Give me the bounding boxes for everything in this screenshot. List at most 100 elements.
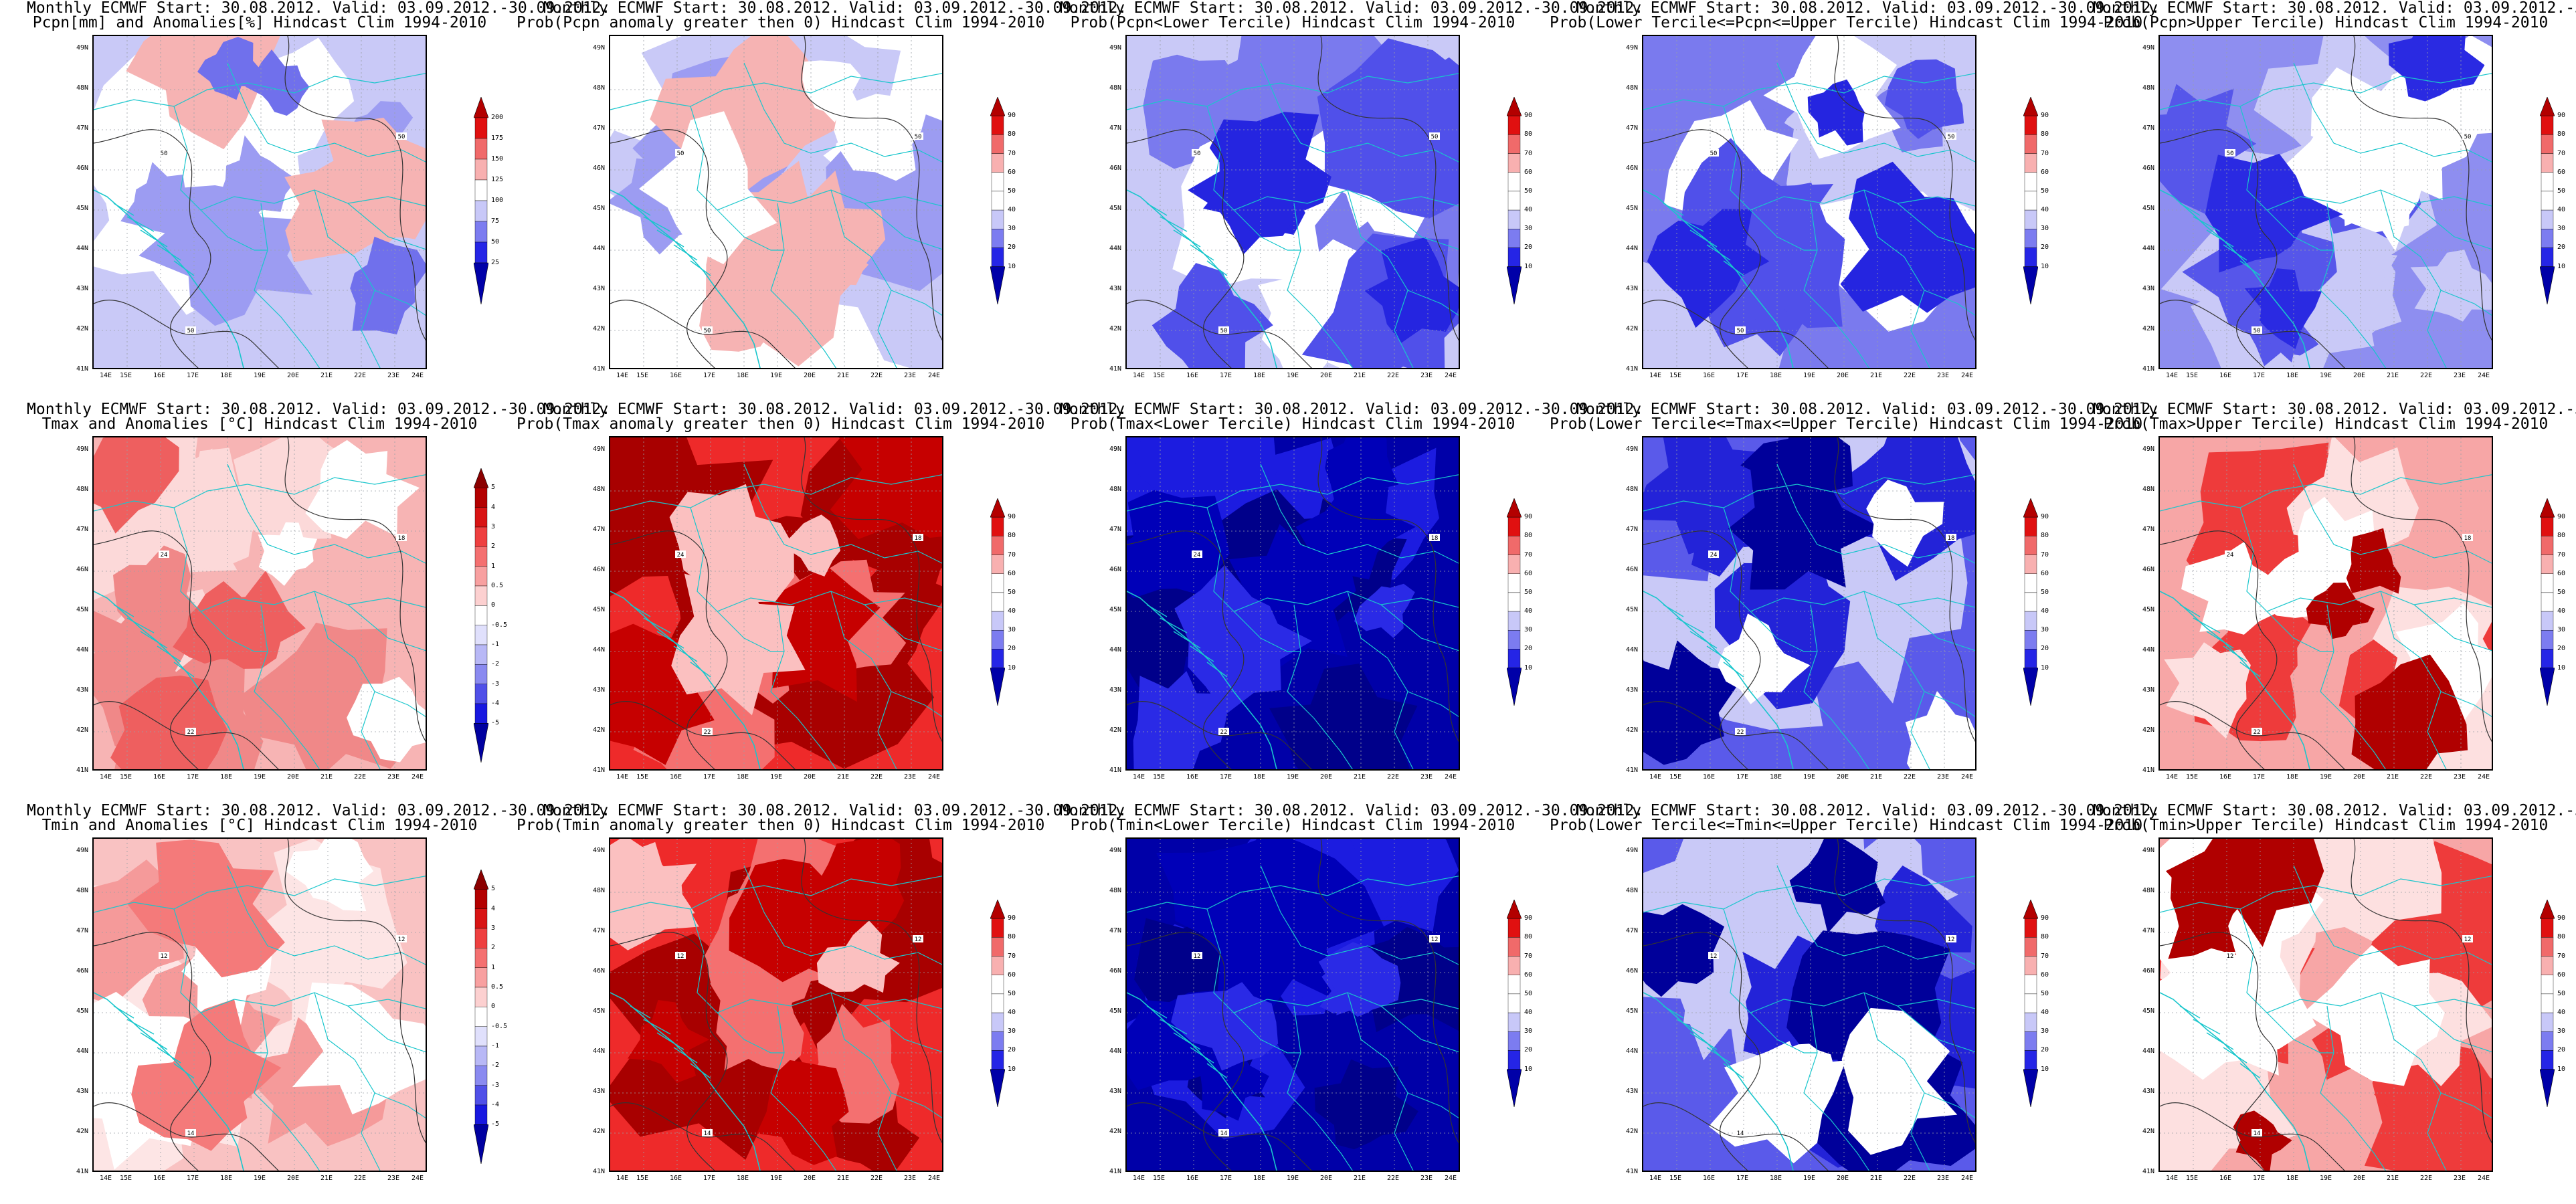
color-scale-label: 80 — [1008, 130, 1016, 138]
longitude-tick-label: 19E — [1803, 1175, 1816, 1182]
latitude-tick-label: 45N — [1109, 606, 1121, 613]
longitude-tick-label: 22E — [1904, 372, 1916, 379]
field-shading-region — [2351, 654, 2468, 769]
color-scale-segment — [474, 1104, 488, 1125]
latitude-tick-label: 41N — [2142, 767, 2154, 774]
latitude-tick-label: 47N — [1109, 927, 1121, 934]
latitude-tick-label: 46N — [592, 967, 605, 975]
forecast-map: 50 50 50 — [1642, 35, 1976, 369]
field-shading-region — [258, 522, 318, 586]
contour-label: 50 — [2227, 150, 2234, 157]
country-border — [1347, 189, 1414, 368]
latitude-tick-label: 44N — [2142, 1047, 2154, 1055]
forecast-map: 12 12 14 — [92, 837, 427, 1172]
color-scale-segment — [991, 247, 1004, 267]
color-scale-label: 60 — [1524, 569, 1533, 577]
coastline — [610, 189, 761, 368]
longitude-tick-label: 14E — [1133, 773, 1145, 781]
map-panel: Monthly ECMWF Start: 30.08.2012. Valid: … — [0, 803, 610, 1204]
contour-line — [1643, 1102, 1829, 1171]
island-outlines — [630, 1005, 711, 1079]
color-scale-label: -0.5 — [491, 1022, 508, 1030]
longitude-tick-label: 17E — [1220, 372, 1232, 379]
map-field-svg: 12 12 14 — [1127, 839, 1459, 1171]
color-scale-segment — [2541, 993, 2554, 1013]
field-shading-region — [1647, 209, 1770, 328]
forecast-map: 12 12 14 — [1642, 837, 1976, 1172]
field-shading-region — [2389, 36, 2485, 102]
coastline — [1643, 992, 1794, 1171]
country-border — [770, 1005, 837, 1171]
longitude-axis: 14E 15E 16E 17E 18E 19E 20E 21E 22E 23E 24E — [92, 372, 427, 381]
color-scale-label: 20 — [2557, 1046, 2566, 1054]
color-scale-label: 40 — [1008, 1009, 1016, 1017]
country-border — [1863, 992, 1930, 1171]
contour-label-box — [1735, 1129, 1746, 1136]
field-shading-region — [830, 437, 942, 539]
contour-label-box — [159, 550, 169, 558]
color-scale-segment — [991, 172, 1004, 192]
field-shading-region — [285, 839, 374, 911]
latitude-tick-label: 48N — [1109, 486, 1121, 493]
longitude-tick-label: 20E — [2353, 1175, 2366, 1182]
map-panel: Monthly ECMWF Start: 30.08.2012. Valid: … — [1550, 401, 2160, 803]
color-scale-label: 30 — [2041, 225, 2049, 233]
field-shading-region — [1269, 664, 1418, 769]
color-scale-label: 70 — [1524, 952, 1533, 960]
longitude-tick-label: 24E — [411, 372, 424, 379]
contour-line — [1643, 300, 1829, 368]
longitude-tick-label: 24E — [928, 773, 941, 781]
color-scale-label: 30 — [2557, 225, 2566, 233]
color-scale-label: 50 — [1008, 588, 1016, 596]
longitude-tick-label: 15E — [1669, 773, 1682, 781]
field-shading-region — [1364, 237, 1459, 343]
contour-line — [610, 1102, 796, 1171]
color-scale-segment — [474, 566, 488, 587]
latitude-tick-label: 42N — [592, 1128, 605, 1135]
longitude-tick-label: 15E — [120, 1175, 132, 1182]
color-scale-label: 50 — [2041, 989, 2049, 997]
latitude-tick-label: 41N — [592, 1168, 605, 1175]
color-scale-segment — [1507, 611, 1521, 631]
color-scale-segment — [2541, 172, 2554, 192]
longitude-axis: 14E 15E 16E 17E 18E 19E 20E 21E 22E 23E 24E — [1642, 1175, 1976, 1184]
color-scale-segment — [991, 191, 1004, 211]
color-scale-label: 60 — [2557, 569, 2566, 577]
longitude-tick-label: 16E — [2219, 773, 2232, 781]
longitude-tick-label: 15E — [1153, 773, 1166, 781]
color-scale-label: 20 — [1524, 1046, 1533, 1054]
latitude-tick-label: 45N — [592, 606, 605, 613]
field-shading-region — [120, 162, 195, 234]
longitude-tick-label: 23E — [2454, 372, 2466, 379]
color-scale-segment — [2024, 918, 2037, 938]
color-scale-label: 20 — [2557, 243, 2566, 252]
color-scale-arrow-bottom — [1507, 668, 1522, 706]
latitude-tick-label: 42N — [76, 325, 88, 332]
color-scale-segment — [2024, 993, 2037, 1013]
contour-label-box — [1218, 326, 1229, 334]
contour-label: 18 — [915, 535, 922, 542]
longitude-tick-label: 16E — [1186, 1175, 1199, 1182]
country-border — [770, 604, 837, 769]
latitude-tick-label: 48N — [592, 84, 605, 92]
country-border — [227, 464, 426, 564]
latitude-tick-label: 44N — [592, 646, 605, 654]
color-scale-label: 30 — [1524, 225, 1533, 233]
map-field-svg: 50 50 50 — [610, 36, 942, 368]
field-shading-region — [1718, 613, 1811, 704]
longitude-tick-label: 21E — [1354, 1175, 1366, 1182]
color-scale-segment — [1507, 247, 1521, 267]
color-scale-segment — [2541, 209, 2554, 229]
contour-label: 12 — [1948, 936, 1955, 943]
longitude-tick-label: 14E — [616, 1175, 629, 1182]
contour-line — [2351, 839, 2492, 1143]
longitude-tick-label: 23E — [904, 1175, 917, 1182]
country-border — [2239, 908, 2492, 1013]
color-scale-label: 50 — [2557, 588, 2566, 596]
color-scale-svg — [2023, 900, 2038, 1107]
color-scale-segment — [2024, 516, 2037, 536]
color-scale-label: 2 — [491, 944, 496, 952]
panel-title-line-2: Pcpn[mm] and Anomalies[%] Hindcast Clim … — [32, 14, 487, 31]
color-scale-segment — [991, 153, 1004, 173]
country-border — [1803, 203, 1870, 368]
